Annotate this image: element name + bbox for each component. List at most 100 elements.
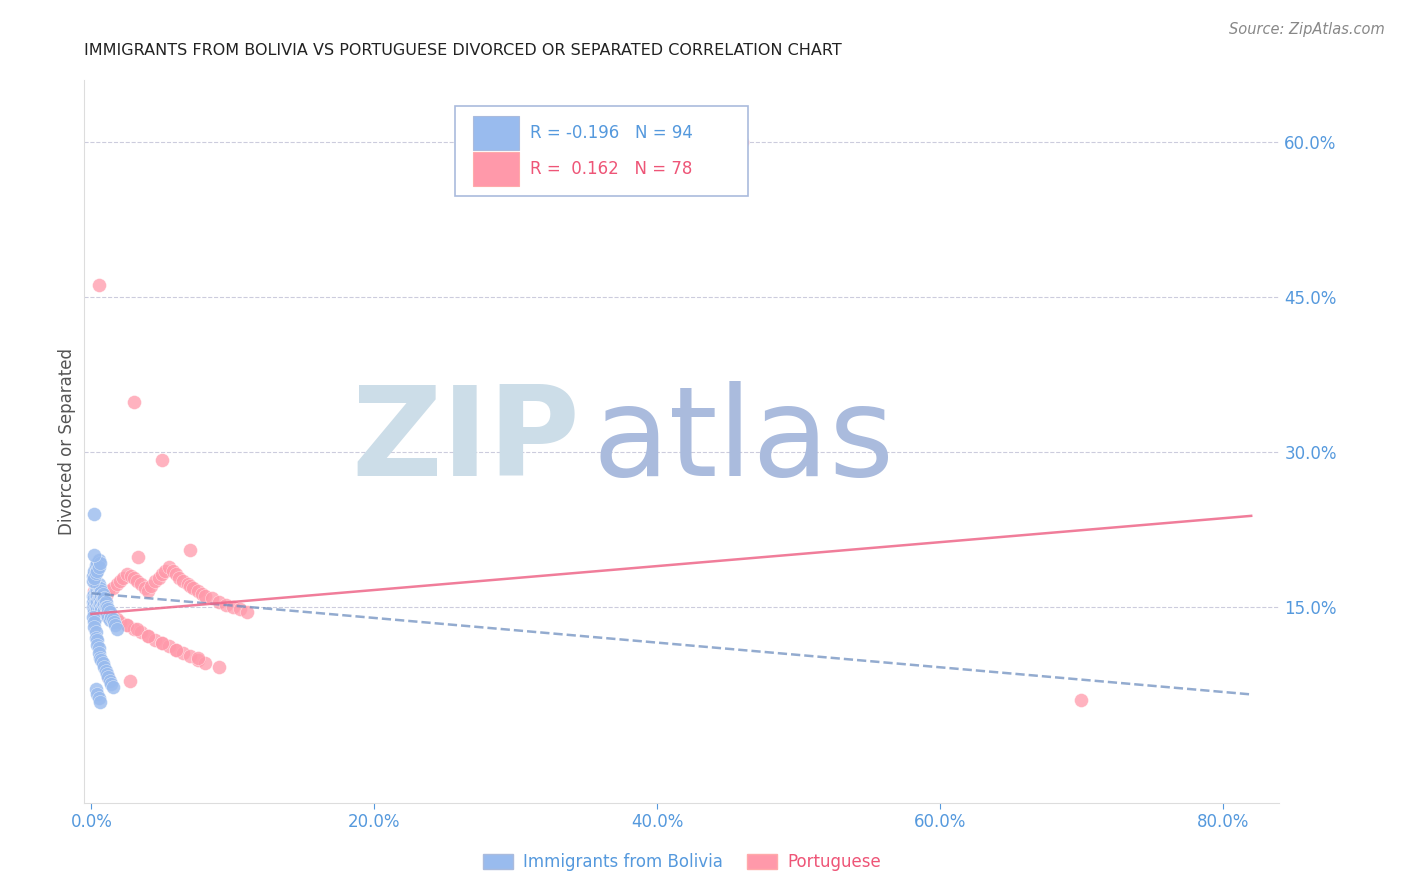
Point [86, 579, 108, 593]
Point [86, 594, 108, 608]
Point [87, 646, 110, 660]
Point [150, 636, 173, 650]
Point [176, 577, 198, 591]
Point [139, 579, 162, 593]
Point [89, 594, 111, 608]
Point [84, 631, 107, 645]
Point [94, 594, 117, 608]
Point [125, 623, 148, 637]
Point [89, 586, 111, 600]
Point [86, 564, 108, 578]
Legend: Immigrants from Bolivia, Portuguese: Immigrants from Bolivia, Portuguese [475, 847, 889, 878]
Point [86, 584, 108, 599]
Point [87, 586, 110, 600]
Point [84, 558, 107, 573]
Point [101, 680, 124, 694]
Point [181, 581, 204, 595]
Point [236, 605, 259, 619]
Point [97, 610, 120, 624]
Point [90, 598, 112, 612]
Point [111, 571, 134, 585]
Point [96, 599, 118, 614]
Point [129, 577, 152, 591]
Point [94, 664, 117, 678]
Point [90, 590, 112, 604]
Text: Source: ZipAtlas.com: Source: ZipAtlas.com [1229, 22, 1385, 37]
Point [104, 618, 127, 632]
Point [136, 629, 159, 643]
Point [83, 584, 105, 599]
Point [82, 599, 104, 614]
Point [148, 571, 170, 585]
Point [96, 666, 118, 681]
Point [108, 574, 131, 588]
Point [89, 695, 111, 709]
Point [86, 601, 108, 615]
Point [91, 587, 114, 601]
Point [84, 590, 107, 604]
Point [103, 615, 125, 630]
Point [84, 584, 107, 599]
Point [83, 620, 105, 634]
Point [100, 677, 122, 691]
Point [87, 560, 110, 574]
Point [82, 590, 104, 604]
Point [150, 453, 173, 467]
Point [105, 612, 128, 626]
Point [122, 571, 145, 585]
Point [86, 587, 108, 601]
Point [222, 599, 245, 614]
Point [86, 632, 108, 647]
Point [731, 135, 754, 149]
Point [194, 657, 217, 671]
Point [91, 592, 114, 607]
Point [134, 581, 156, 595]
Point [186, 584, 208, 599]
Point [83, 571, 105, 585]
Point [89, 581, 111, 595]
Point [93, 597, 115, 611]
Point [90, 653, 112, 667]
Point [87, 603, 110, 617]
Point [93, 659, 115, 673]
Point [84, 581, 107, 595]
Point [157, 639, 180, 653]
Point [86, 557, 108, 571]
Point [108, 615, 131, 630]
Point [153, 564, 176, 578]
Point [84, 610, 107, 624]
Point [84, 605, 107, 619]
Point [87, 690, 110, 705]
Point [87, 640, 110, 655]
Point [122, 395, 145, 409]
Point [84, 599, 107, 614]
Point [157, 560, 180, 574]
Point [165, 643, 187, 657]
Point [82, 574, 104, 588]
Point [118, 673, 141, 688]
Point [87, 553, 110, 567]
Point [201, 591, 224, 606]
Point [97, 607, 120, 622]
Point [86, 590, 108, 604]
Point [129, 625, 152, 640]
Point [136, 629, 159, 643]
Point [98, 613, 121, 627]
Point [125, 574, 148, 588]
Point [208, 659, 231, 673]
Point [83, 548, 105, 562]
Point [94, 607, 117, 622]
Point [143, 632, 166, 647]
Point [87, 577, 110, 591]
Text: R =  0.162   N = 78: R = 0.162 N = 78 [530, 161, 693, 178]
Point [83, 564, 105, 578]
FancyBboxPatch shape [472, 116, 519, 151]
Point [87, 277, 110, 292]
Point [89, 605, 111, 619]
Point [101, 612, 124, 626]
FancyBboxPatch shape [456, 105, 748, 196]
Point [98, 673, 121, 688]
Point [186, 651, 208, 665]
Point [84, 581, 107, 595]
Point [190, 587, 212, 601]
